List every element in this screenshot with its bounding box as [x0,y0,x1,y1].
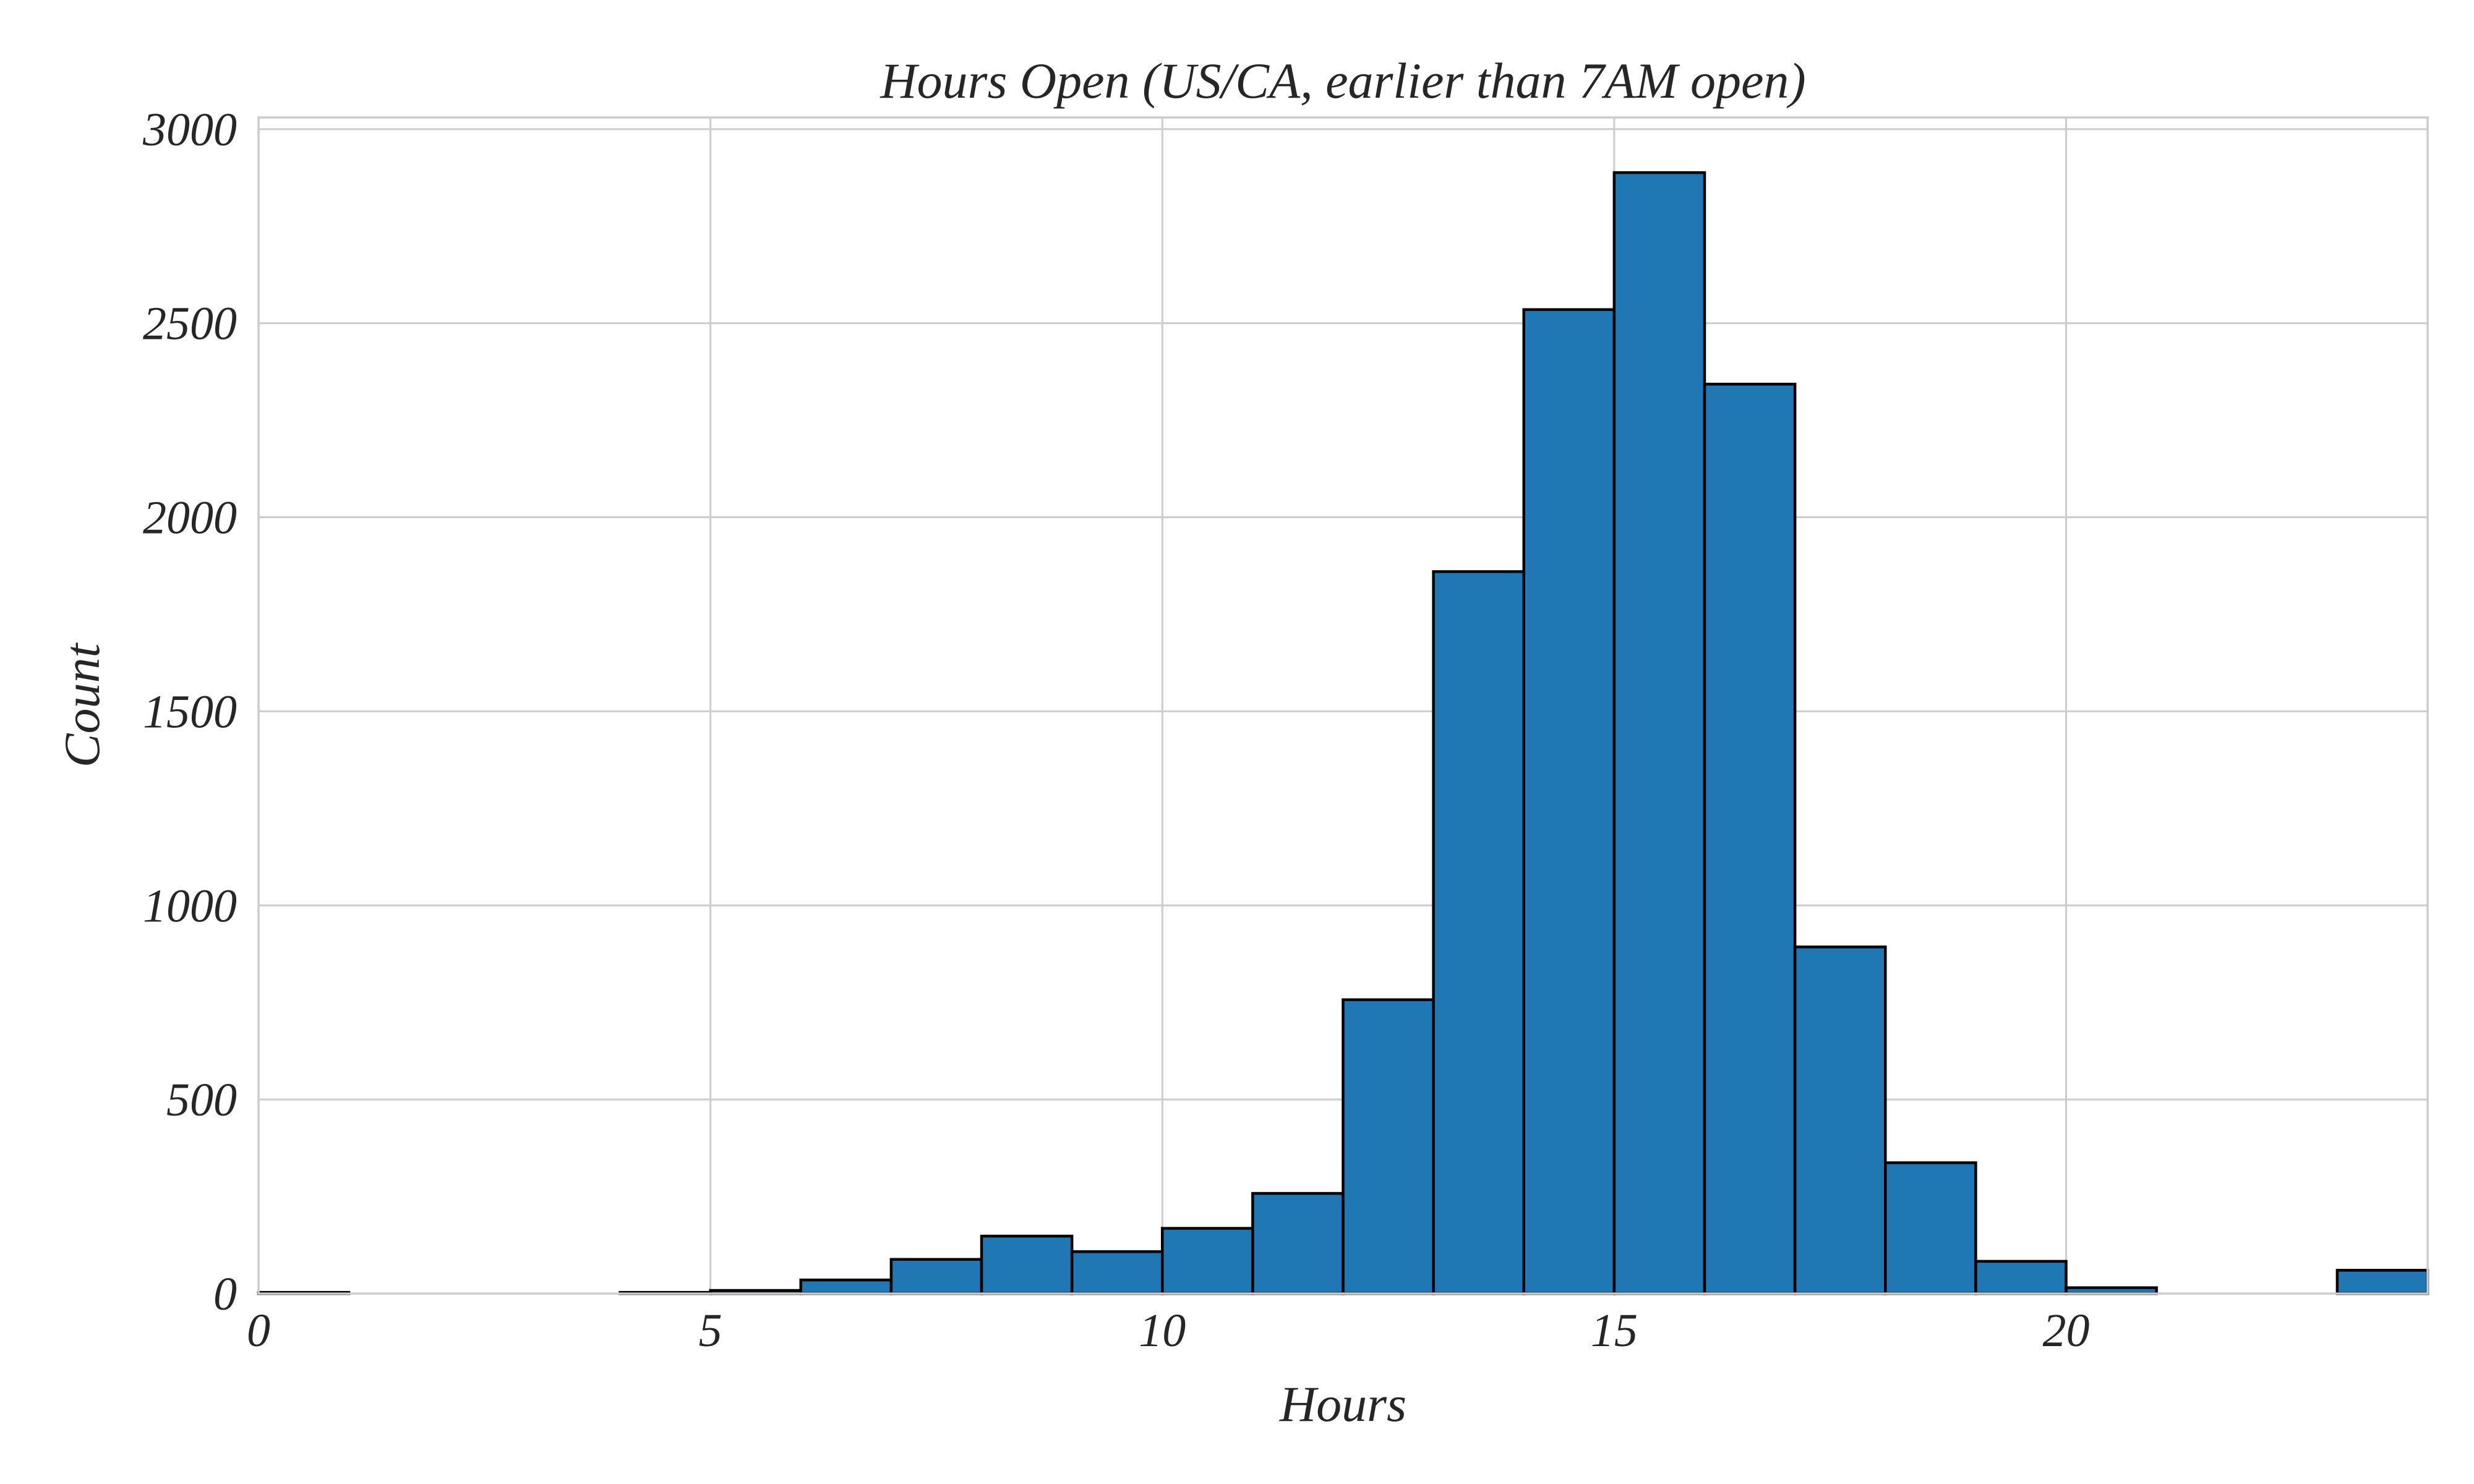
x-tick-label: 5 [699,1305,722,1357]
y-tick-label: 3000 [142,104,237,156]
y-tick-label: 2500 [143,298,237,350]
grid-lines [257,117,2428,1295]
histogram-bar [1974,1260,2068,1295]
y-tick-label: 500 [166,1074,237,1126]
x-tick-label: 20 [2043,1305,2090,1357]
histogram-bar [1793,945,1887,1295]
histogram-bar [1251,1192,1345,1295]
histogram-bars [257,171,2429,1295]
x-tick-label: 15 [1591,1305,1638,1357]
histogram-bar [1342,998,1435,1295]
x-axis-label: Hours [1279,1376,1406,1432]
histogram-bar [1432,570,1525,1295]
plot-frame [257,116,2429,1295]
histogram-bar [1884,1161,1977,1295]
histogram-bar [2335,1269,2429,1295]
histogram-bar [1161,1227,1254,1295]
y-axis-label: Count [54,642,110,768]
histogram-bar [980,1234,1074,1295]
x-tick-label: 0 [247,1305,270,1357]
histogram-bar [1612,171,1706,1295]
y-tick-label: 1500 [143,686,237,738]
histogram-bar [889,1258,983,1295]
histogram-bar [799,1278,893,1295]
y-tick-label: 0 [213,1268,237,1320]
y-tick-label: 1000 [143,880,237,932]
x-tick-label: 10 [1139,1305,1186,1357]
chart-title: Hours Open (US/CA, earlier than 7AM open… [880,53,1805,109]
histogram-bar [1070,1250,1164,1295]
tick-labels: 0 5 10 15 20 0 500 1000 1500 2000 2500 3000 [142,104,2090,1357]
y-tick-label: 2000 [143,492,237,544]
histogram-bar [1522,308,1616,1295]
histogram-bar [1703,382,1797,1295]
